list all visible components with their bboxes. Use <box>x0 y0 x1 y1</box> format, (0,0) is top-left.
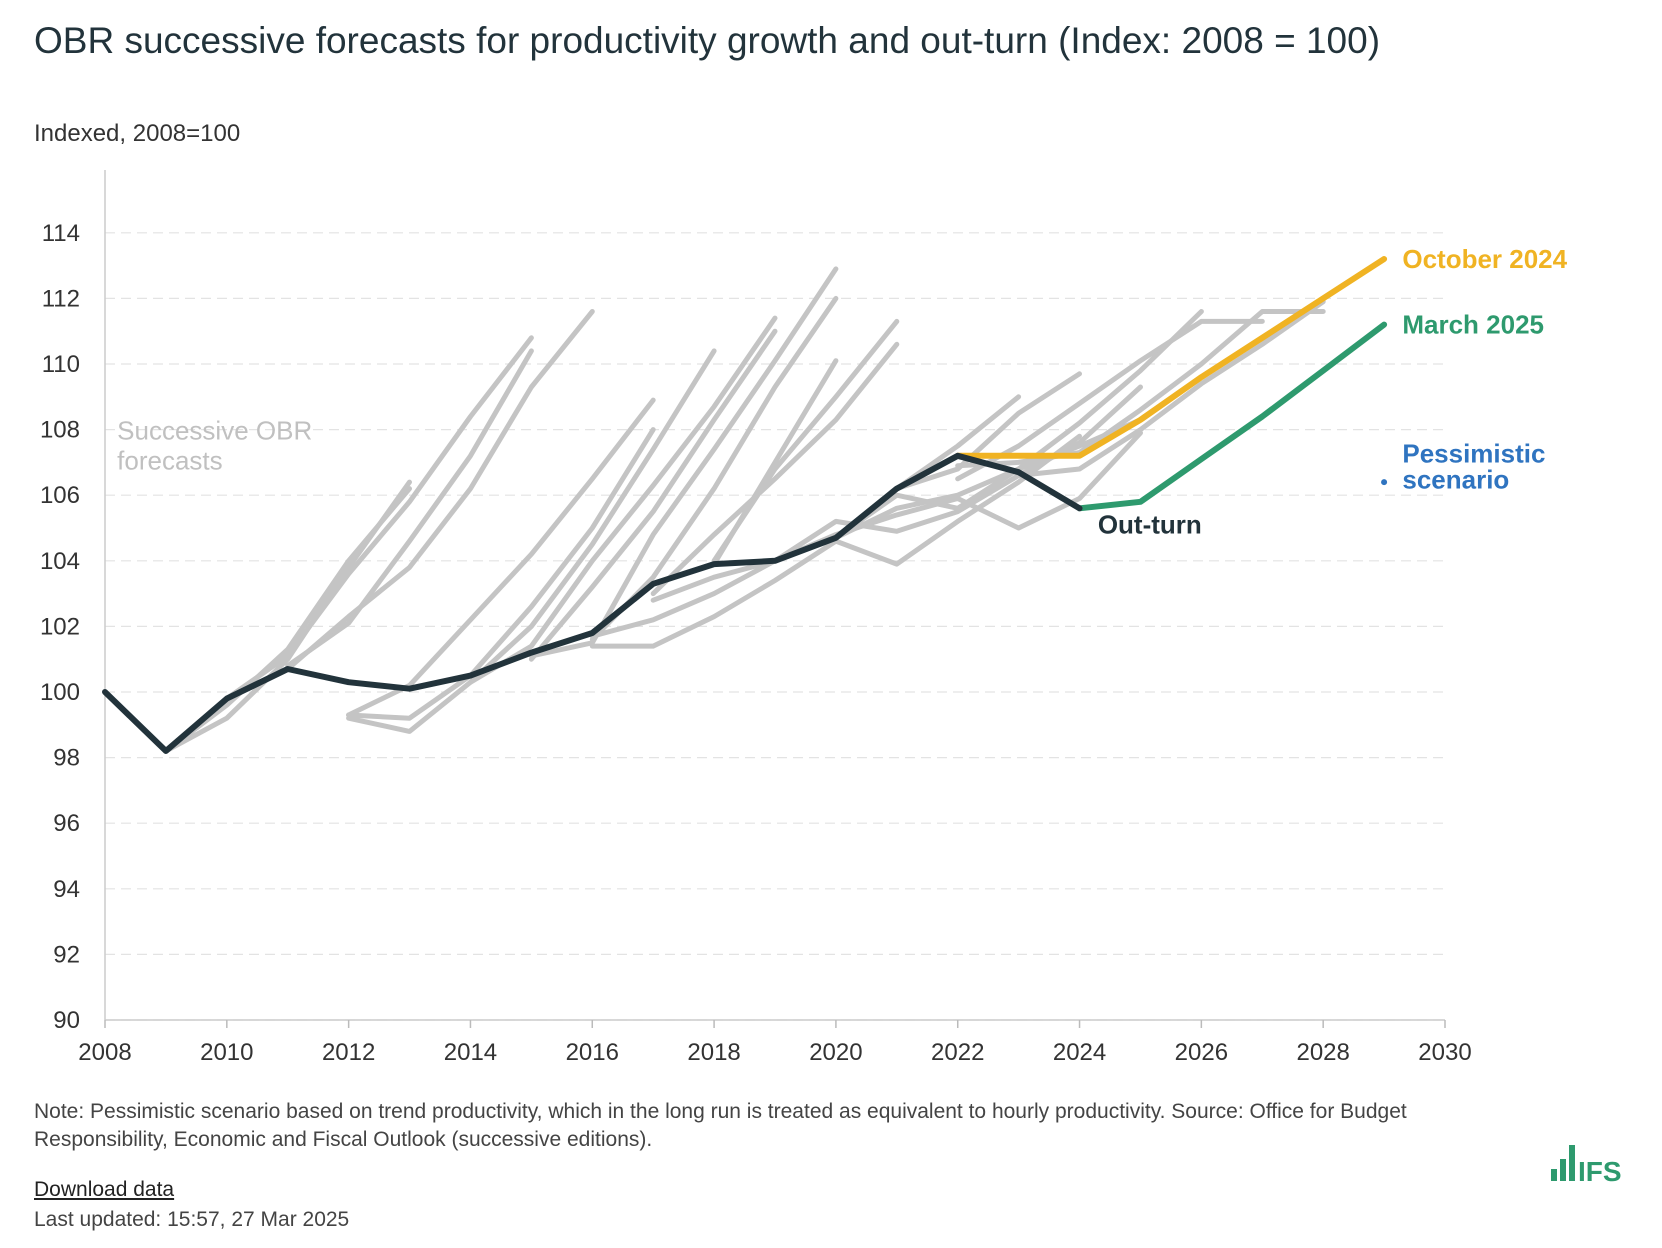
x-tick-label: 2010 <box>200 1039 253 1066</box>
axes: 90 92 94 96 98 100 102 104 106 108 110 112 114 2008 20… <box>40 170 1472 1066</box>
x-tick-label: 2026 <box>1175 1039 1228 1066</box>
chart-title: OBR successive forecasts for productivit… <box>34 20 1381 61</box>
y-tick-label: 112 <box>42 285 80 312</box>
y-tick-label: 104 <box>40 548 80 575</box>
series-label-line: Pessimistic <box>1402 438 1545 468</box>
x-tick-label: 2020 <box>809 1039 862 1066</box>
y-tick-label: 108 <box>40 417 80 444</box>
forecast-annotation-line: Successive OBR <box>117 415 312 445</box>
ifs-logo: IFS <box>1551 1145 1622 1183</box>
forecast-line <box>1016 299 1326 478</box>
series-label: Pessimistic scenario <box>1402 438 1545 494</box>
series-point <box>1381 479 1388 486</box>
series-line <box>1076 321 1388 512</box>
last-updated-text: Last updated: 15:57, 27 Mar 2025 <box>34 1208 350 1231</box>
y-tick-label: 102 <box>40 613 80 640</box>
forecast-line <box>346 348 717 734</box>
series-label-line: scenario <box>1402 464 1509 494</box>
y-axis-label: Indexed, 2008=100 <box>34 120 241 147</box>
forecast-annotation-line: forecasts <box>117 445 223 475</box>
x-tick-label: 2008 <box>78 1039 131 1066</box>
y-tick-label: 114 <box>42 220 80 247</box>
forecast-line <box>650 341 900 597</box>
forecast-line <box>285 309 595 672</box>
forecast-line <box>163 486 412 754</box>
x-tick-label: 2028 <box>1296 1039 1349 1066</box>
forecast-line <box>894 371 1082 492</box>
y-tick-label: 98 <box>53 745 80 772</box>
chart-labels: Out-turn October 2024 March 2025 Pessimisti… <box>117 244 1567 540</box>
y-tick-label: 110 <box>42 351 80 378</box>
series-label: October 2024 <box>1402 244 1567 274</box>
forecast-line <box>589 433 1082 649</box>
series-label: March 2025 <box>1402 310 1544 340</box>
forecast-line <box>224 335 534 702</box>
y-tick-label: 100 <box>40 679 80 706</box>
x-tick-label: 2024 <box>1053 1039 1106 1066</box>
forecast-line <box>711 358 839 567</box>
y-tick-label: 96 <box>53 810 80 837</box>
forecast-line <box>955 318 1265 482</box>
productivity-line-chart: 90 92 94 96 98 100 102 104 106 108 110 112 114 2008 20… <box>40 170 1568 1066</box>
series-line <box>102 452 1083 754</box>
forecast-line <box>528 266 839 659</box>
x-tick-label: 2016 <box>566 1039 619 1066</box>
chart-note: Note: Pessimistic scenario based on tren… <box>34 1100 1407 1151</box>
forecast-line <box>589 430 1143 639</box>
y-tick-label: 106 <box>40 482 80 509</box>
forecast-line <box>285 348 534 669</box>
y-tick-label: 90 <box>53 1007 80 1034</box>
forecast-line <box>163 479 412 754</box>
series-line <box>954 256 1388 459</box>
x-tick-label: 2030 <box>1418 1039 1471 1066</box>
forecast-line <box>528 328 778 662</box>
forecast-line <box>468 315 778 685</box>
download-data-link[interactable]: Download data <box>34 1178 175 1201</box>
forecast-annotation: Successive OBR forecasts <box>117 415 312 475</box>
x-tick-label: 2012 <box>322 1039 375 1066</box>
svg-text:IFS: IFS <box>1578 1156 1622 1183</box>
y-tick-label: 92 <box>53 941 80 968</box>
highlight-series <box>102 256 1388 754</box>
x-tick-label: 2022 <box>931 1039 984 1066</box>
forecast-line <box>955 309 1326 469</box>
x-tick-label: 2014 <box>444 1039 497 1066</box>
forecast-line <box>833 295 1326 541</box>
x-tick-label: 2018 <box>687 1039 740 1066</box>
y-tick-label: 94 <box>53 876 80 903</box>
series-label: Out-turn <box>1098 510 1202 540</box>
forecast-line <box>346 427 656 721</box>
